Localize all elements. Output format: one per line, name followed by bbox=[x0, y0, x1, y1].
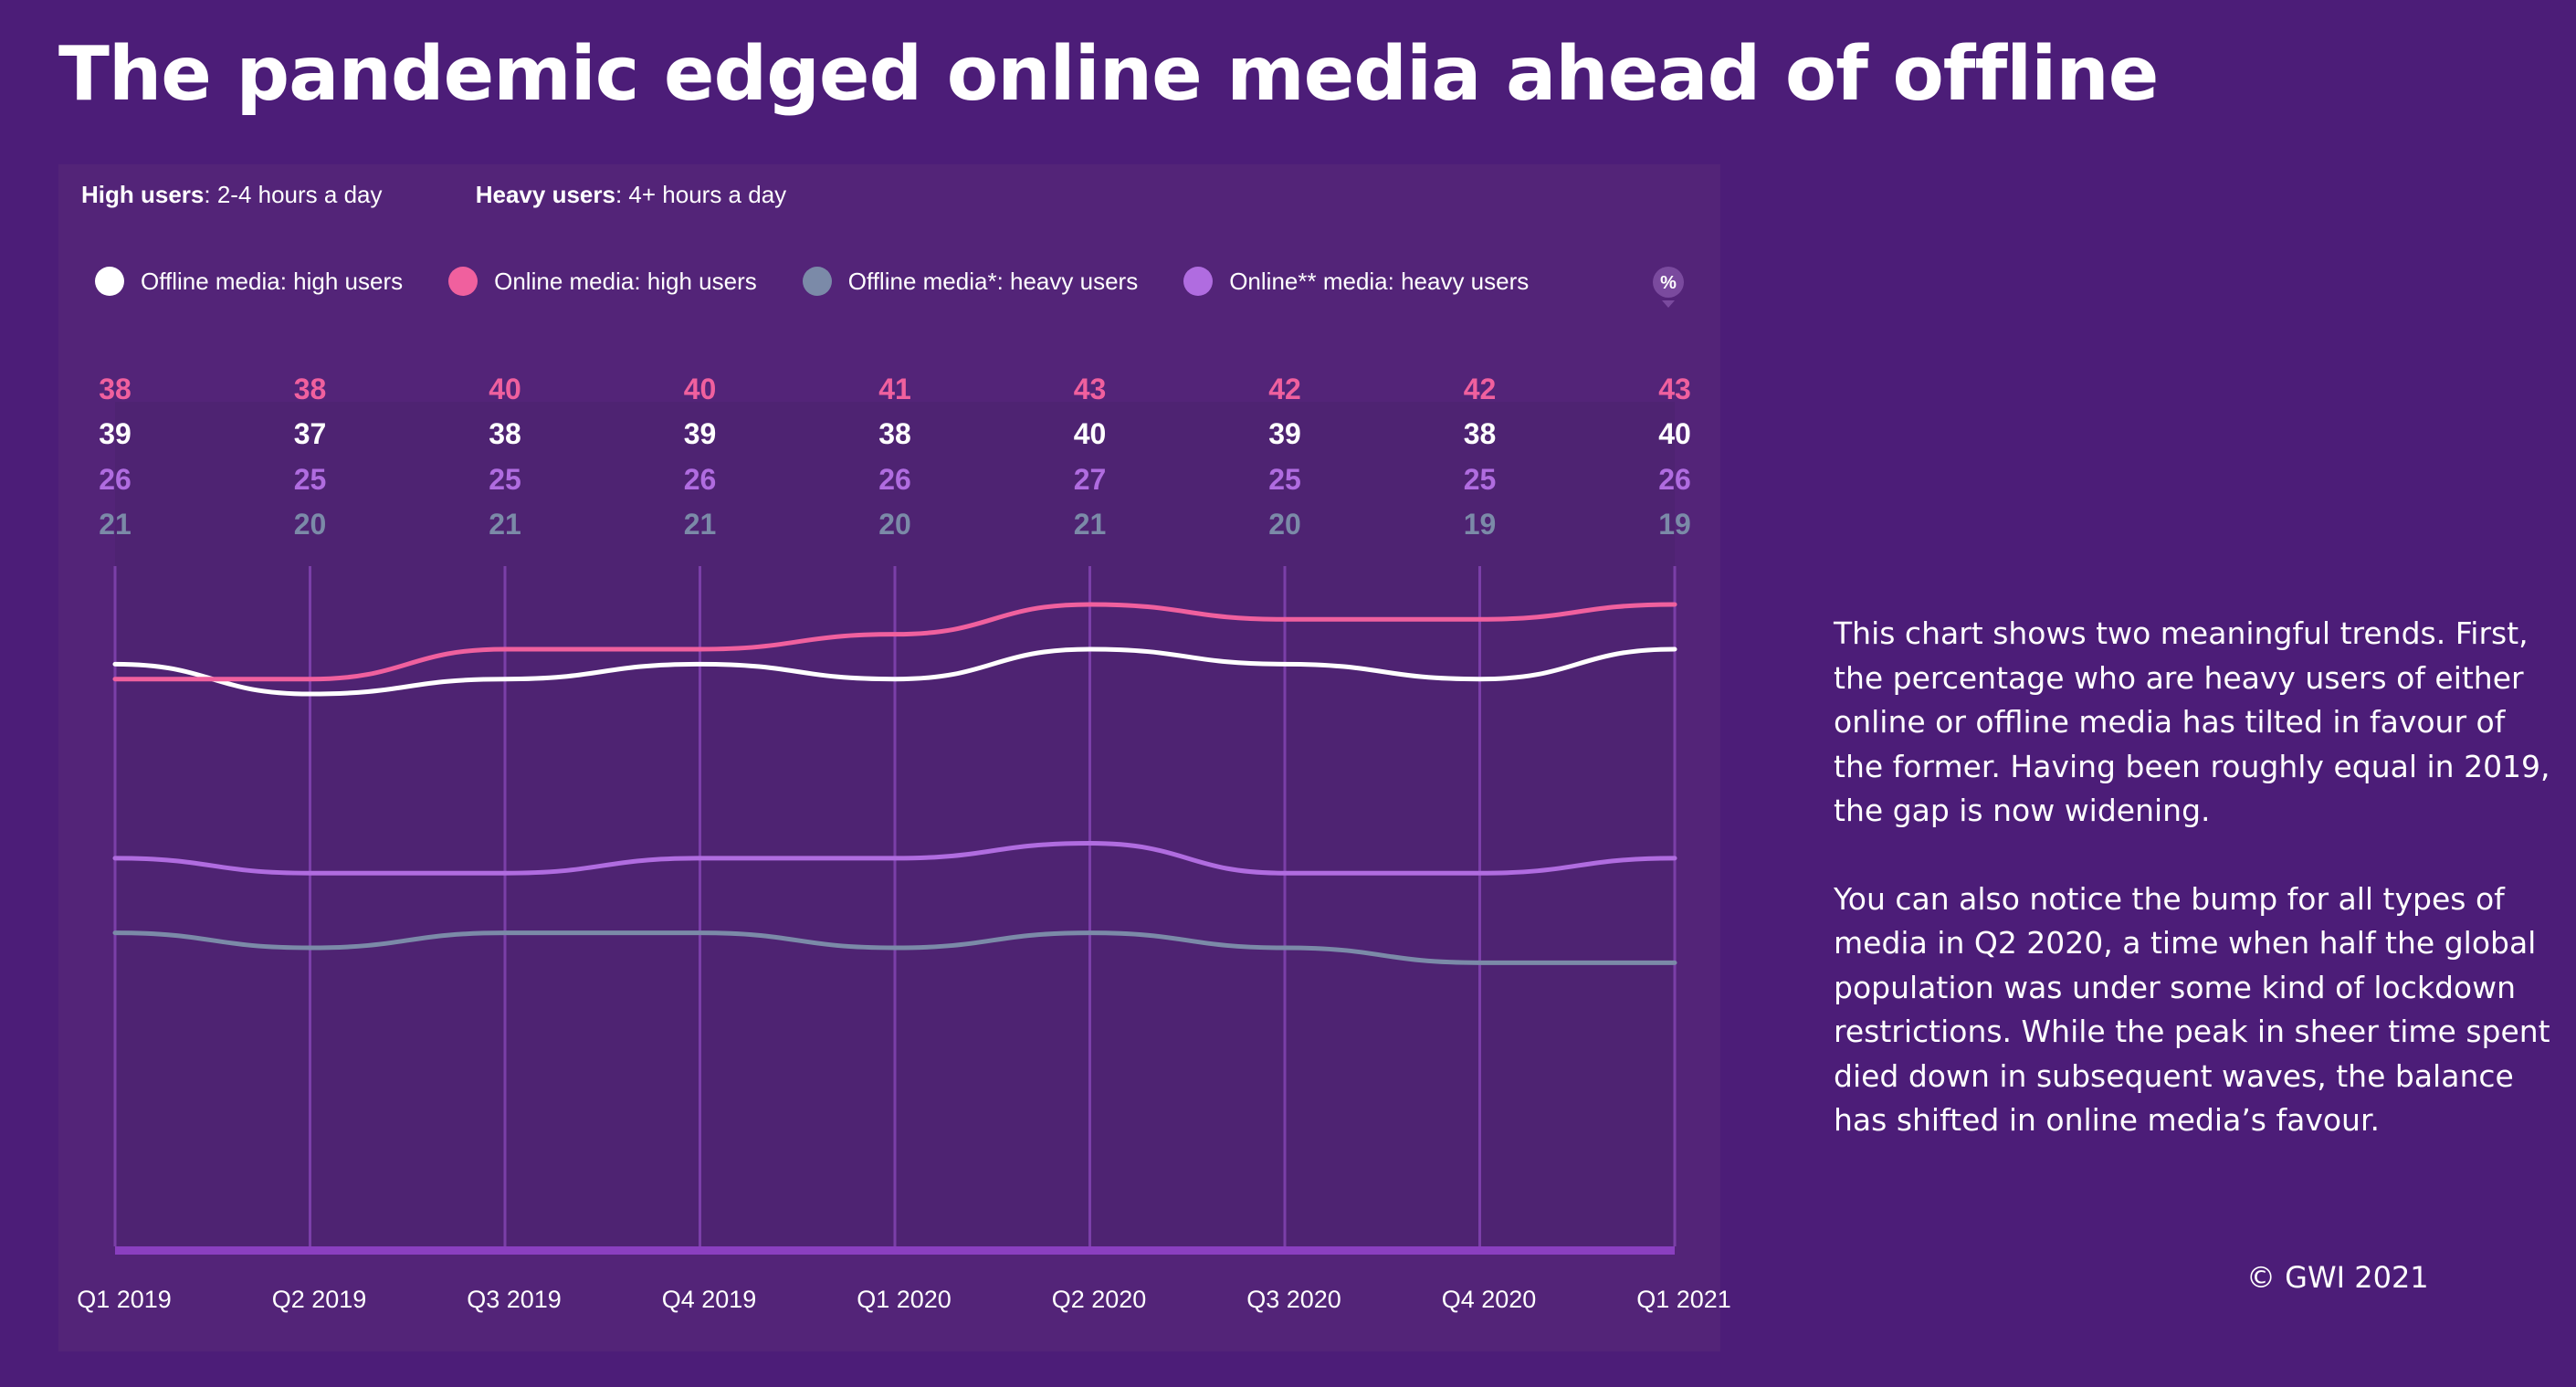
value-label: 40 bbox=[489, 373, 521, 405]
percent-icon[interactable]: % bbox=[1652, 266, 1685, 310]
value-label: 25 bbox=[489, 463, 521, 496]
series-lines bbox=[112, 602, 1677, 965]
x-tick-label: Q4 2019 bbox=[662, 1286, 757, 1313]
copyright-notice: © GWI 2021 bbox=[2246, 1260, 2429, 1295]
user-definitions: High users: 2-4 hours a day Heavy users:… bbox=[81, 181, 873, 209]
x-tick-label: Q1 2021 bbox=[1636, 1286, 1731, 1313]
value-label: 40 bbox=[684, 373, 717, 405]
chart-panel: 38 38 40 40 41 43 42 42 43 39 37 38 39 38 40 39 38 40 26 25… bbox=[58, 164, 1731, 1351]
value-label: 20 bbox=[878, 508, 911, 541]
high-users-label: High users bbox=[81, 181, 205, 208]
value-label: 25 bbox=[294, 463, 327, 496]
value-label: 19 bbox=[1658, 508, 1691, 541]
heavy-users-text: : 4+ hours a day bbox=[615, 181, 787, 208]
value-label: 21 bbox=[1074, 508, 1107, 541]
heavy-users-label: Heavy users bbox=[475, 181, 615, 208]
value-label: 26 bbox=[684, 463, 717, 496]
value-label: 38 bbox=[878, 417, 911, 450]
value-label: 21 bbox=[99, 508, 131, 541]
legend-swatch bbox=[802, 267, 832, 296]
legend-item: Online** media: heavy users bbox=[1183, 267, 1529, 296]
value-label: 26 bbox=[99, 463, 131, 496]
plot-area bbox=[113, 402, 1677, 1255]
percent-icon-label: % bbox=[1660, 273, 1677, 293]
legend-swatch bbox=[1183, 267, 1214, 296]
value-label: 39 bbox=[684, 417, 717, 450]
series-line-4 bbox=[112, 841, 1677, 876]
line-chart: 38 38 40 40 41 43 42 42 43 39 37 38 39 38 40 39 38 40 26 25… bbox=[77, 373, 1731, 1313]
description-paragraph-2: You can also notice the bump for all typ… bbox=[1834, 880, 2550, 1139]
legend-label: Offline media*: heavy users bbox=[847, 267, 1139, 295]
high-users-definition: High users: 2-4 hours a day bbox=[81, 181, 383, 209]
value-label: 42 bbox=[1268, 373, 1301, 405]
x-tick-label: Q1 2019 bbox=[77, 1286, 172, 1313]
value-label: 21 bbox=[684, 508, 717, 541]
chart-legend: Offline media: high users Online media: h… bbox=[95, 267, 1574, 296]
value-label: 42 bbox=[1464, 373, 1497, 405]
value-label: 26 bbox=[1658, 463, 1691, 496]
value-label: 40 bbox=[1658, 417, 1691, 450]
value-label: 41 bbox=[878, 373, 911, 405]
x-tick-label: Q3 2019 bbox=[467, 1286, 562, 1313]
legend-label: Offline media: high users bbox=[141, 267, 404, 295]
legend-swatch bbox=[95, 267, 124, 296]
value-label: 39 bbox=[1268, 417, 1301, 450]
x-tick-label: Q2 2019 bbox=[272, 1286, 367, 1313]
value-label: 20 bbox=[1268, 508, 1301, 541]
series-line-3 bbox=[112, 930, 1677, 965]
value-label: 37 bbox=[294, 417, 327, 450]
x-tick-label: Q4 2020 bbox=[1442, 1286, 1537, 1313]
series-line-1 bbox=[112, 646, 1677, 697]
value-label: 20 bbox=[294, 508, 327, 541]
value-labels: 38 38 40 40 41 43 42 42 43 39 37 38 39 38 40 39 38 40 26 25… bbox=[99, 373, 1691, 541]
value-label: 26 bbox=[878, 463, 911, 496]
value-label: 40 bbox=[1074, 417, 1107, 450]
x-axis-ticks: Q1 2019 Q2 2019 Q3 2019 Q4 2019 Q1 2020 Q2 20… bbox=[77, 1286, 1731, 1313]
value-label: 19 bbox=[1464, 508, 1497, 541]
value-label: 21 bbox=[489, 508, 521, 541]
legend-item: Offline media*: heavy users bbox=[802, 267, 1139, 296]
legend-item: Offline media: high users bbox=[95, 267, 403, 296]
value-label: 25 bbox=[1268, 463, 1301, 496]
description-paragraph-1: This chart shows two meaningful trends. … bbox=[1834, 615, 2550, 828]
value-label: 38 bbox=[1464, 417, 1497, 450]
high-users-text: : 2-4 hours a day bbox=[204, 181, 383, 208]
legend-label: Online media: high users bbox=[494, 267, 757, 295]
legend-label: Online** media: heavy users bbox=[1229, 267, 1530, 295]
value-label: 27 bbox=[1074, 463, 1107, 496]
value-label: 25 bbox=[1464, 463, 1497, 496]
page-title: The pandemic edged online media ahead of… bbox=[58, 31, 2159, 118]
legend-item: Online media: high users bbox=[448, 267, 757, 296]
chart-description: This chart shows two meaningful trends. … bbox=[1834, 612, 2555, 1187]
x-tick-label: Q2 2020 bbox=[1052, 1286, 1147, 1313]
value-label: 39 bbox=[99, 417, 131, 450]
x-axis-baseline bbox=[115, 1246, 1675, 1255]
value-label: 38 bbox=[294, 373, 327, 405]
legend-swatch bbox=[448, 267, 478, 296]
series-line-2 bbox=[112, 602, 1677, 682]
value-label: 38 bbox=[99, 373, 131, 405]
value-label: 43 bbox=[1658, 373, 1691, 405]
value-label: 43 bbox=[1074, 373, 1107, 405]
value-label: 38 bbox=[489, 417, 521, 450]
x-tick-label: Q1 2020 bbox=[857, 1286, 952, 1313]
x-tick-label: Q3 2020 bbox=[1246, 1286, 1341, 1313]
heavy-users-definition: Heavy users: 4+ hours a day bbox=[476, 181, 786, 209]
